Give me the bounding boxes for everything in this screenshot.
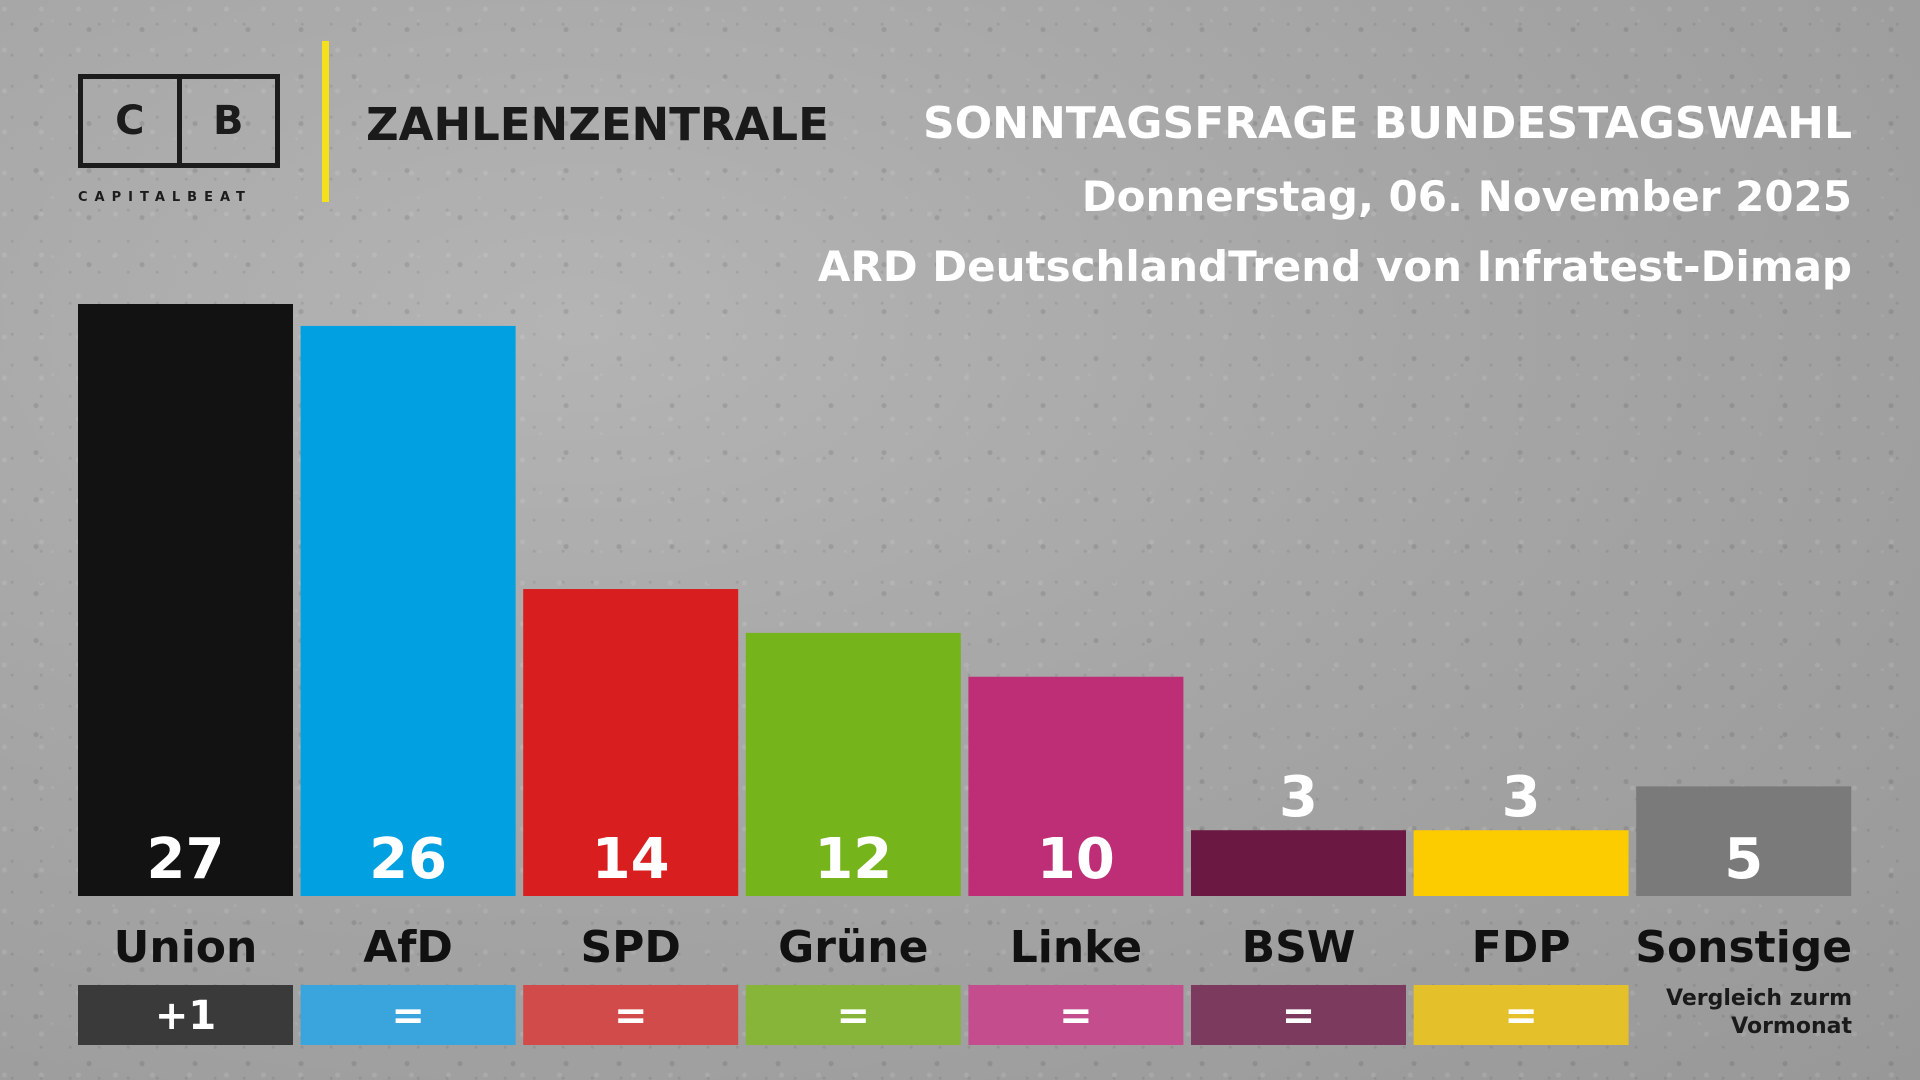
change-note: Vergleich zurm Vormonat (1666, 985, 1852, 1041)
change-label-3: = (837, 993, 871, 1039)
change-box-5 (1191, 985, 1406, 1045)
change-box-2 (523, 985, 739, 1045)
category-label-3: Grüne (778, 922, 928, 973)
bar-1 (300, 325, 516, 897)
chart-title: SONNTAGSFRAGE BUNDESTAGSWAHL (923, 98, 1852, 149)
change-note-line-1: Vergleich zurm (1666, 986, 1852, 1011)
change-label-1: = (391, 993, 425, 1039)
change-box-0 (78, 985, 293, 1045)
change-label-5: = (1282, 993, 1316, 1039)
bar-0 (78, 304, 293, 896)
bar-5 (1191, 830, 1406, 896)
category-label-0: Union (114, 922, 258, 973)
section-title: ZAHLENZENTRALE (366, 98, 829, 151)
category-label-6: FDP (1472, 922, 1571, 973)
bar-4 (968, 676, 1184, 896)
change-box-1 (300, 985, 516, 1045)
value-label-2: 14 (592, 827, 670, 892)
brand-divider (322, 41, 329, 202)
value-label-5: 3 (1279, 765, 1318, 830)
change-box-3 (745, 985, 961, 1045)
value-label-0: 27 (147, 827, 225, 892)
logo-letter-c: C (115, 98, 145, 144)
value-label-3: 12 (814, 827, 892, 892)
category-label-7: Sonstige (1635, 922, 1852, 973)
capitalbeat-logo: C B (78, 74, 280, 168)
bar-2 (523, 589, 739, 896)
logo-subtitle: CAPITALBEAT (78, 190, 252, 205)
value-label-4: 10 (1037, 827, 1115, 892)
bar-7 (1636, 786, 1852, 896)
category-label-5: BSW (1242, 922, 1356, 973)
bar-3 (745, 632, 961, 896)
category-label-1: AfD (363, 922, 453, 973)
bar-6 (1413, 830, 1629, 896)
change-label-0: +1 (155, 993, 216, 1039)
chart-source: ARD DeutschlandTrend von Infratest-Dimap (817, 242, 1852, 291)
value-label-6: 3 (1502, 765, 1541, 830)
category-label-2: SPD (580, 922, 680, 973)
value-label-7: 5 (1724, 827, 1763, 892)
chart-date: Donnerstag, 06. November 2025 (1081, 172, 1852, 221)
value-label-1: 26 (369, 827, 447, 892)
change-label-6: = (1504, 993, 1538, 1039)
change-box-6 (1413, 985, 1629, 1045)
change-box-4 (968, 985, 1184, 1045)
change-label-4: = (1059, 993, 1093, 1039)
change-note-line-2: Vormonat (1731, 1014, 1852, 1039)
category-label-4: Linke (1010, 922, 1142, 973)
change-label-2: = (614, 993, 648, 1039)
logo-letter-b: B (176, 79, 276, 163)
